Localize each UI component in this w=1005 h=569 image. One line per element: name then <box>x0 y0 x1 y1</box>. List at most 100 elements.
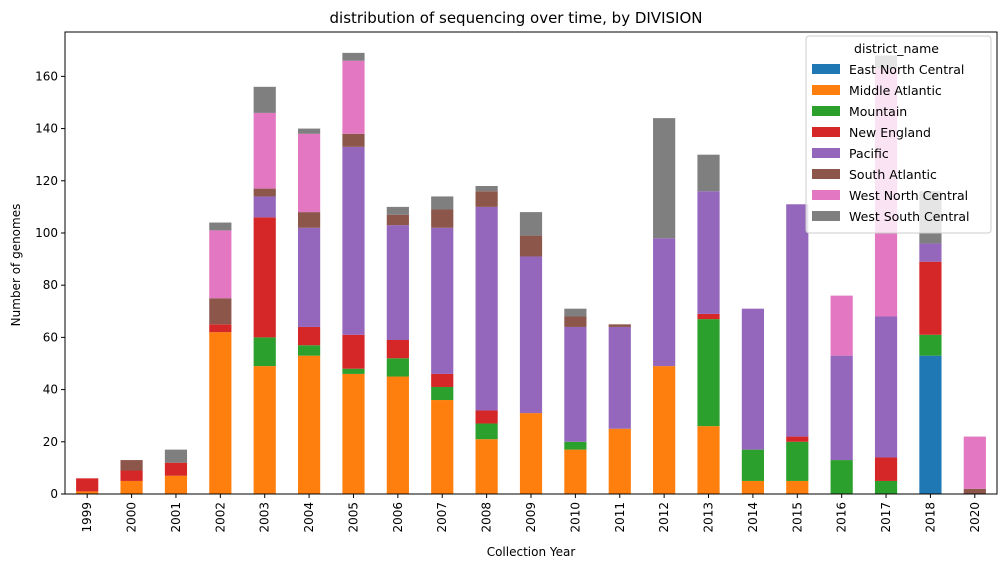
legend-swatch <box>812 64 840 74</box>
legend-swatch <box>812 211 840 221</box>
legend-swatch <box>812 169 840 179</box>
legend-swatch <box>812 127 840 137</box>
bar-2001-west-south-central <box>164 449 188 463</box>
x-axis-label: Collection Year <box>487 545 576 559</box>
bar-2013-new-england <box>697 313 720 320</box>
bar-2005-mountain <box>342 368 365 374</box>
legend-box <box>805 35 992 234</box>
x-tick-label: 2005 <box>346 502 360 533</box>
bar-2004-middle-atlantic <box>298 355 321 494</box>
y-tick-label: 160 <box>35 69 58 83</box>
bar-2002-west-south-central <box>209 222 232 231</box>
bar-2008-new-england <box>475 410 498 424</box>
bar-2000-new-england <box>120 470 143 481</box>
bar-2011-pacific <box>608 326 631 429</box>
bar-2009-pacific <box>519 256 543 414</box>
x-tick-label: 2013 <box>702 502 716 533</box>
legend-entry: South Atlantic <box>849 167 937 182</box>
x-tick-label: 2010 <box>568 502 582 533</box>
bar-2005-south-atlantic <box>342 133 365 147</box>
legend-entry: East North Central <box>849 62 964 77</box>
bar-2015-pacific <box>786 204 809 437</box>
x-tick-label: 2017 <box>879 502 893 533</box>
x-tick-label: 2000 <box>125 502 139 533</box>
legend-swatch <box>812 190 840 200</box>
bar-2016-west-north-central <box>830 295 853 356</box>
bar-2011-middle-atlantic <box>608 428 631 494</box>
bar-2005-middle-atlantic <box>342 373 365 494</box>
bar-2008-south-atlantic <box>475 191 498 207</box>
x-tick-label: 2012 <box>657 502 671 533</box>
bar-2020-south-atlantic <box>963 488 986 494</box>
bar-2014-mountain <box>741 449 764 481</box>
legend: district_name East North Central Middle At… <box>805 35 992 234</box>
bar-2010-south-atlantic <box>564 316 587 327</box>
bar-2007-new-england <box>431 373 454 387</box>
legend-swatch <box>812 85 840 95</box>
y-tick-label: 20 <box>43 435 58 449</box>
x-tick-label: 2020 <box>968 502 982 533</box>
y-tick-label: 40 <box>43 383 58 397</box>
bar-2004-mountain <box>298 345 321 356</box>
bar-2010-pacific <box>564 326 587 442</box>
x-tick-label: 2004 <box>302 502 316 533</box>
bar-2001-new-england <box>164 462 188 476</box>
x-tick-label: 2018 <box>923 502 937 533</box>
bar-2002-west-north-central <box>209 230 232 299</box>
bar-2005-west-south-central <box>342 52 365 61</box>
x-tick-label: 2007 <box>435 502 449 533</box>
bar-1999-middle-atlantic <box>76 491 99 494</box>
x-tick-label: 1999 <box>80 502 94 533</box>
bar-2015-new-england <box>786 436 809 442</box>
bar-2003-south-atlantic <box>253 188 276 197</box>
bar-2010-middle-atlantic <box>564 449 587 494</box>
bar-2016-pacific <box>830 355 853 461</box>
bar-2008-middle-atlantic <box>475 439 498 494</box>
bar-2004-south-atlantic <box>298 212 321 228</box>
y-tick-label: 80 <box>43 278 58 292</box>
bar-2012-west-south-central <box>653 118 676 239</box>
bar-2010-west-south-central <box>564 308 587 317</box>
y-tick-label: 140 <box>35 122 58 136</box>
bar-2018-east-north-central <box>919 355 942 494</box>
bar-2003-mountain <box>253 337 276 367</box>
bar-2002-south-atlantic <box>209 298 232 325</box>
chart-title: distribution of sequencing over time, by… <box>330 9 703 27</box>
bar-2018-mountain <box>919 334 942 356</box>
bar-2015-middle-atlantic <box>786 480 809 494</box>
bar-2002-middle-atlantic <box>209 332 232 494</box>
bar-2005-new-england <box>342 334 365 369</box>
bar-2004-new-england <box>298 326 321 346</box>
bar-2008-west-south-central <box>475 186 498 192</box>
bar-2018-new-england <box>919 261 942 335</box>
legend-entry: West South Central <box>849 209 970 224</box>
bar-2017-mountain <box>874 480 898 494</box>
bar-2004-west-south-central <box>298 128 321 134</box>
x-axis: 1999 2000 2001 2002 2003 2004 2005 2006 2007 2008… <box>80 494 982 533</box>
bar-2009-middle-atlantic <box>519 413 543 494</box>
legend-entry: Mountain <box>849 104 907 119</box>
bar-2006-mountain <box>386 358 409 377</box>
legend-swatch <box>812 106 840 116</box>
x-tick-label: 2016 <box>835 502 849 533</box>
bar-2003-pacific <box>253 196 276 218</box>
bar-2003-west-north-central <box>253 112 276 189</box>
x-tick-label: 2009 <box>524 502 538 533</box>
bar-2018-pacific <box>919 243 942 262</box>
x-tick-label: 2014 <box>746 502 760 533</box>
bar-2020-west-north-central <box>963 436 986 489</box>
bar-2000-south-atlantic <box>120 460 143 471</box>
legend-swatch <box>812 148 840 158</box>
bar-2001-middle-atlantic <box>164 475 188 494</box>
bar-2000-middle-atlantic <box>120 480 143 494</box>
y-tick-label: 0 <box>50 487 58 501</box>
x-tick-label: 2011 <box>613 502 627 533</box>
bar-2004-pacific <box>298 227 321 327</box>
bar-2016-mountain <box>830 460 853 494</box>
bar-2005-west-north-central <box>342 60 365 134</box>
bar-1999-new-england <box>76 478 99 492</box>
bar-2003-middle-atlantic <box>253 366 276 494</box>
bar-2008-mountain <box>475 423 498 440</box>
bar-2010-mountain <box>564 441 587 450</box>
